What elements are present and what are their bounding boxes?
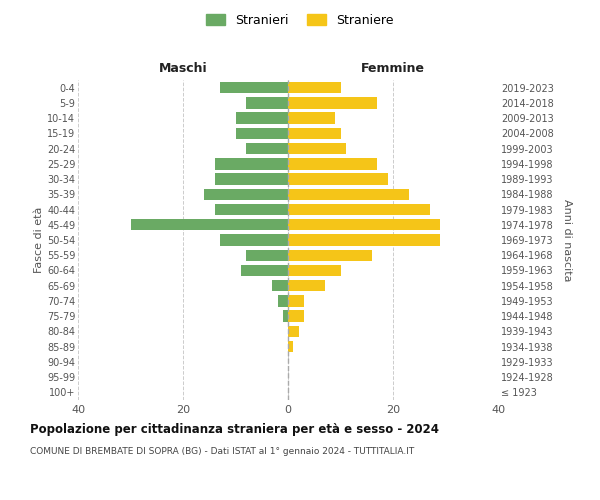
Bar	[288, 82, 341, 94]
Text: Popolazione per cittadinanza straniera per età e sesso - 2024: Popolazione per cittadinanza straniera p…	[30, 422, 439, 436]
Text: Femmine: Femmine	[361, 62, 425, 76]
Bar	[215, 174, 288, 185]
Bar	[215, 158, 288, 170]
Bar	[288, 219, 440, 230]
Bar	[215, 204, 288, 215]
Legend: Stranieri, Straniere: Stranieri, Straniere	[202, 8, 398, 32]
Bar	[204, 188, 288, 200]
Bar	[288, 97, 377, 108]
Bar	[288, 174, 388, 185]
Bar	[283, 310, 288, 322]
Y-axis label: Anni di nascita: Anni di nascita	[562, 198, 572, 281]
Bar	[235, 112, 288, 124]
Bar	[246, 143, 288, 154]
Text: COMUNE DI BREMBATE DI SOPRA (BG) - Dati ISTAT al 1° gennaio 2024 - TUTTITALIA.IT: COMUNE DI BREMBATE DI SOPRA (BG) - Dati …	[30, 448, 414, 456]
Y-axis label: Fasce di età: Fasce di età	[34, 207, 44, 273]
Text: Maschi: Maschi	[158, 62, 208, 76]
Bar	[288, 204, 430, 215]
Bar	[288, 158, 377, 170]
Bar	[130, 219, 288, 230]
Bar	[288, 310, 304, 322]
Bar	[288, 250, 372, 261]
Bar	[246, 250, 288, 261]
Bar	[277, 295, 288, 306]
Bar	[220, 82, 288, 94]
Bar	[288, 112, 335, 124]
Bar	[241, 265, 288, 276]
Bar	[288, 234, 440, 246]
Bar	[288, 280, 325, 291]
Bar	[235, 128, 288, 139]
Bar	[288, 295, 304, 306]
Bar	[246, 97, 288, 108]
Bar	[272, 280, 288, 291]
Bar	[288, 188, 409, 200]
Bar	[288, 143, 346, 154]
Bar	[288, 326, 299, 337]
Bar	[288, 265, 341, 276]
Bar	[288, 128, 341, 139]
Bar	[220, 234, 288, 246]
Bar	[288, 341, 293, 352]
